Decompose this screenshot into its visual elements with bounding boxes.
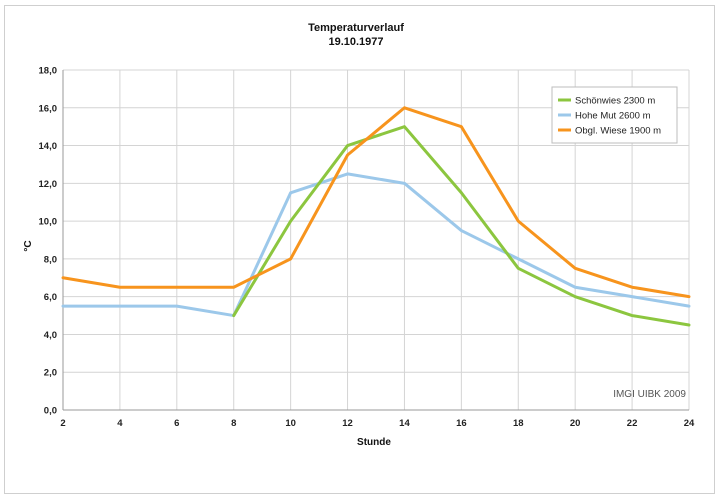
y-tick-label: 6,0	[44, 292, 57, 303]
y-axis-label: °C	[23, 240, 34, 251]
legend-box	[551, 86, 678, 144]
x-tick-label: 20	[570, 418, 581, 429]
x-axis-label: Stunde	[357, 437, 391, 448]
y-tick-label: 14,0	[39, 141, 58, 152]
series-lines	[61, 106, 691, 327]
x-tick-label: 2	[60, 418, 65, 429]
y-tick-label: 4,0	[44, 330, 57, 341]
y-tick-label: 18,0	[39, 66, 58, 77]
x-tick-label: 14	[399, 418, 410, 429]
y-tick-label: 2,0	[44, 368, 57, 379]
chart-frame: Temperaturverlauf 19.10.1977 0,0 2,0 4,0 6,…	[4, 5, 715, 494]
y-tick-label: 16,0	[39, 103, 58, 114]
x-tick-label: 6	[174, 418, 179, 429]
chart-title: Temperaturverlauf	[308, 22, 404, 34]
x-axis-ticks: 2 4 6 8 10 12 14 16 18 20 22 24	[60, 418, 695, 429]
y-tick-label: 12,0	[39, 179, 58, 190]
legend-label: Hohe Mut 2600 m	[575, 111, 651, 122]
credit-annotation: IMGI UIBK 2009	[613, 389, 686, 400]
series-line-2	[61, 172, 691, 318]
y-tick-label: 10,0	[39, 217, 58, 228]
x-tick-label: 16	[456, 418, 467, 429]
x-tick-label: 12	[342, 418, 353, 429]
grid-lines	[62, 69, 690, 411]
legend: Schönwies 2300 m Hohe Mut 2600 m Obgl. Wie…	[551, 86, 678, 144]
legend-label: Schönwies 2300 m	[575, 96, 655, 107]
y-axis-ticks: 0,0 2,0 4,0 6,0 8,0 10,0 12,0 14,0 16,0 18,0	[39, 66, 58, 417]
chart-subtitle: 19.10.1977	[328, 36, 383, 48]
x-tick-label: 10	[285, 418, 296, 429]
line-chart: Temperaturverlauf 19.10.1977 0,0 2,0 4,0 6,…	[23, 22, 695, 448]
legend-label: Obgl. Wiese 1900 m	[575, 126, 661, 137]
y-tick-label: 8,0	[44, 254, 57, 265]
y-tick-label: 0,0	[44, 406, 57, 417]
x-tick-label: 22	[627, 418, 638, 429]
x-tick-label: 8	[231, 418, 236, 429]
x-tick-label: 18	[513, 418, 524, 429]
x-tick-label: 24	[684, 418, 695, 429]
x-tick-label: 4	[117, 418, 123, 429]
series-line-1	[232, 125, 691, 327]
series-line-3	[61, 106, 691, 299]
